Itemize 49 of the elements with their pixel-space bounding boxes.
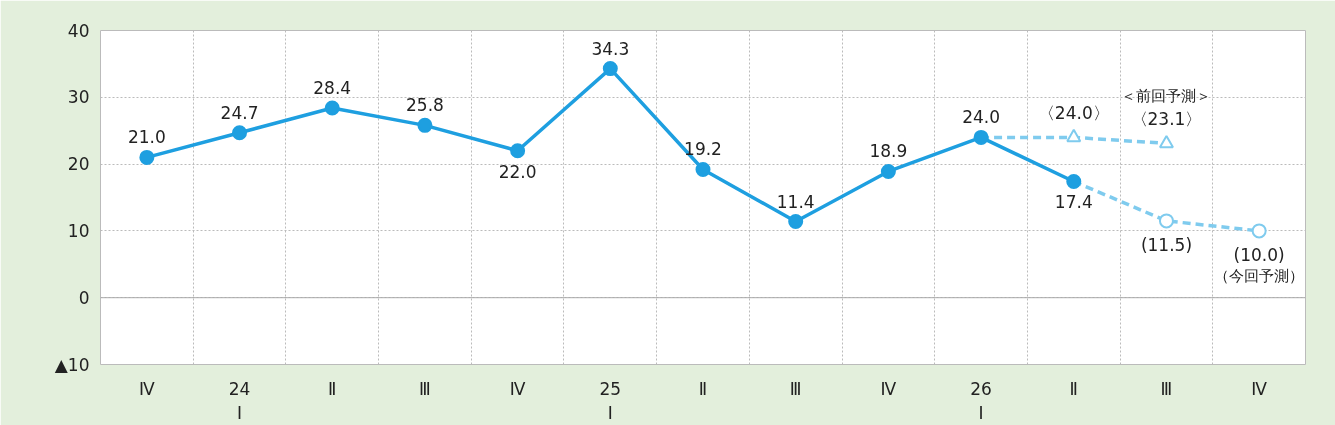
point	[510, 143, 526, 159]
point	[232, 125, 248, 141]
data-label: 〈24.0〉	[1037, 103, 1110, 124]
x-tick-label: Ⅱ	[328, 378, 337, 399]
point	[139, 149, 155, 165]
data-label: 17.4	[1054, 192, 1093, 213]
data-label: 11.4	[776, 191, 815, 212]
x-tick-label: Ⅲ	[1160, 378, 1173, 399]
text: （今回予測）	[1214, 266, 1305, 285]
x-tick-label: Ⅳ	[1251, 378, 1268, 399]
data-label: 〈23.1〉	[1130, 109, 1203, 130]
point	[324, 100, 340, 116]
x-tick-label: Ⅱ	[1069, 378, 1078, 399]
x-tick-label: Ⅳ	[880, 378, 897, 399]
data-label: 34.3	[591, 38, 630, 59]
data-label: 19.2	[684, 139, 722, 160]
point	[602, 61, 618, 77]
point	[1251, 223, 1267, 239]
data-label: 24.7	[220, 102, 259, 123]
data-label: (11.5)	[1140, 234, 1193, 255]
text: ＜前回予測＞	[1121, 87, 1212, 106]
point	[695, 161, 711, 177]
x-tick-label: 24 Ⅰ	[228, 378, 251, 423]
y-tick-label: 20	[67, 154, 90, 175]
y-tick-label: 10	[67, 220, 90, 241]
x-tick-label: 26 Ⅰ	[970, 378, 992, 423]
x-tick-label: Ⅱ	[698, 378, 708, 399]
data-label: 28.4	[313, 77, 352, 98]
x-tick-label: 25 Ⅰ	[599, 378, 622, 423]
x-tick-label: Ⅲ	[419, 378, 431, 399]
x-tick-label: Ⅲ	[789, 378, 802, 399]
data-label: 25.8	[406, 95, 444, 116]
x-tick-label: Ⅳ	[509, 378, 526, 399]
y-tick-label: 0	[78, 287, 90, 308]
point	[417, 117, 433, 133]
point	[973, 129, 989, 145]
point	[880, 163, 896, 179]
point	[1158, 213, 1174, 229]
x-tick-label: Ⅳ	[139, 378, 155, 399]
data-label: 24.0	[962, 107, 1001, 128]
data-label: 22.0	[498, 161, 537, 182]
y-tick-label: 30	[67, 87, 90, 108]
data-label: 18.9	[869, 141, 908, 162]
point	[788, 214, 804, 230]
y-tick-label: 40	[67, 20, 90, 41]
point	[1066, 173, 1082, 189]
y-tick-label: ▲10	[54, 354, 90, 375]
data-label: 21.0	[127, 127, 166, 148]
data-label: (10.0)	[1233, 244, 1285, 265]
